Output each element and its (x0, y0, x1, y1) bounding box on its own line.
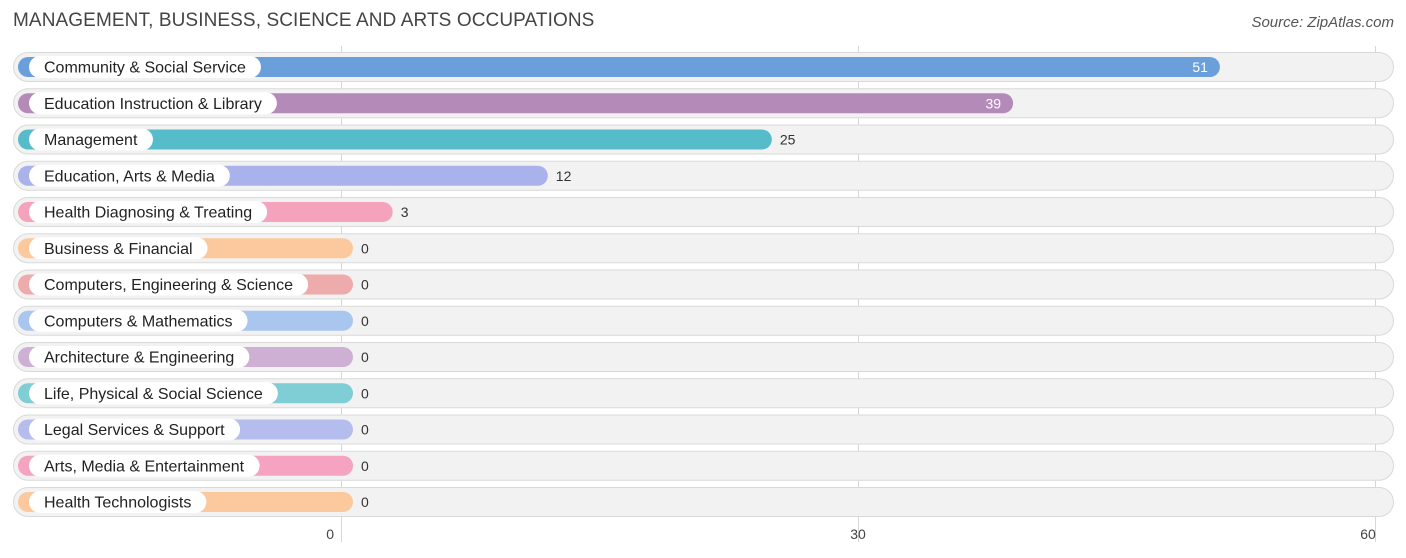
bar-row: Education, Arts & Media 12 (13, 160, 1394, 191)
value-label: 0 (361, 385, 369, 401)
value-label: 0 (361, 494, 369, 510)
source-credit: Source: ZipAtlas.com (1251, 14, 1394, 31)
row-background (13, 378, 1394, 409)
bar-row: Computers, Engineering & Science 0 (13, 269, 1394, 300)
category-label-pill (29, 201, 268, 223)
bar-row: Education Instruction & Library 39 (13, 88, 1394, 119)
category-label: Business & Financial (44, 241, 193, 258)
category-label: Computers & Mathematics (44, 313, 233, 330)
category-label-pill (29, 309, 248, 332)
value-label: 25 (780, 132, 796, 148)
category-label: Architecture & Engineering (44, 350, 234, 367)
bar-row: Computers & Mathematics 0 (13, 305, 1394, 336)
value-label: 0 (361, 422, 369, 438)
category-label: Education, Arts & Media (44, 168, 215, 185)
bar (18, 57, 1220, 77)
value-label: 39 (986, 95, 1002, 111)
value-label: 51 (1192, 59, 1208, 75)
row-background (13, 414, 1394, 445)
row-background (13, 233, 1394, 264)
category-label-pill (29, 418, 241, 441)
bar-row: Arts, Media & Entertainment 0 (13, 450, 1394, 481)
chart-title: MANAGEMENT, BUSINESS, SCIENCE AND ARTS O… (13, 10, 595, 31)
row-background (13, 487, 1394, 517)
category-label: Health Technologists (44, 495, 191, 512)
bar (18, 129, 772, 150)
bar-row: Health Diagnosing & Treating 3 (13, 197, 1394, 227)
category-label: Community & Social Service (44, 60, 246, 77)
category-label-pill (29, 128, 153, 151)
x-tick-label: 0 (326, 526, 334, 542)
category-label-pill (29, 346, 250, 368)
category-label-pill (29, 56, 261, 78)
bar-row: Community & Social Service 51 (13, 52, 1394, 82)
category-label-pill (29, 237, 208, 260)
category-label-pill (29, 382, 278, 405)
value-label: 12 (556, 168, 572, 184)
category-label-pill (29, 164, 230, 187)
value-label: 0 (361, 349, 369, 365)
category-label-pill (29, 92, 277, 115)
value-label: 0 (361, 240, 369, 256)
bar-row: Life, Physical & Social Science 0 (13, 378, 1394, 409)
bar-row: Health Technologists 0 (13, 487, 1394, 517)
x-tick-label: 30 (850, 526, 866, 542)
category-label: Legal Services & Support (44, 422, 225, 439)
bar-row: Business & Financial 0 (13, 233, 1394, 264)
category-label: Health Diagnosing & Treating (44, 205, 252, 222)
category-label-pill (29, 273, 309, 296)
row-background (13, 269, 1394, 300)
row-background (13, 450, 1394, 481)
category-label-pill (29, 491, 207, 513)
value-label: 3 (401, 204, 409, 220)
bar-row: Management 25 (13, 124, 1394, 155)
category-label: Arts, Media & Entertainment (44, 458, 245, 475)
x-axis-ticks: 0 30 60 (326, 526, 1376, 542)
bar-row: Legal Services & Support 0 (13, 414, 1394, 445)
bar-row: Architecture & Engineering 0 (13, 342, 1394, 372)
row-background (13, 342, 1394, 372)
rows-layer: Community & Social Service 51 Education In… (13, 52, 1394, 517)
value-label: 0 (361, 458, 369, 474)
value-label: 0 (361, 277, 369, 293)
category-label: Management (44, 132, 138, 149)
row-background (13, 305, 1394, 336)
value-label: 0 (361, 313, 369, 329)
category-label-pill (29, 454, 260, 477)
x-tick-label: 60 (1360, 526, 1376, 542)
category-label: Computers, Engineering & Science (44, 277, 293, 294)
category-label: Education Instruction & Library (44, 96, 262, 113)
category-label: Life, Physical & Social Science (44, 386, 263, 403)
